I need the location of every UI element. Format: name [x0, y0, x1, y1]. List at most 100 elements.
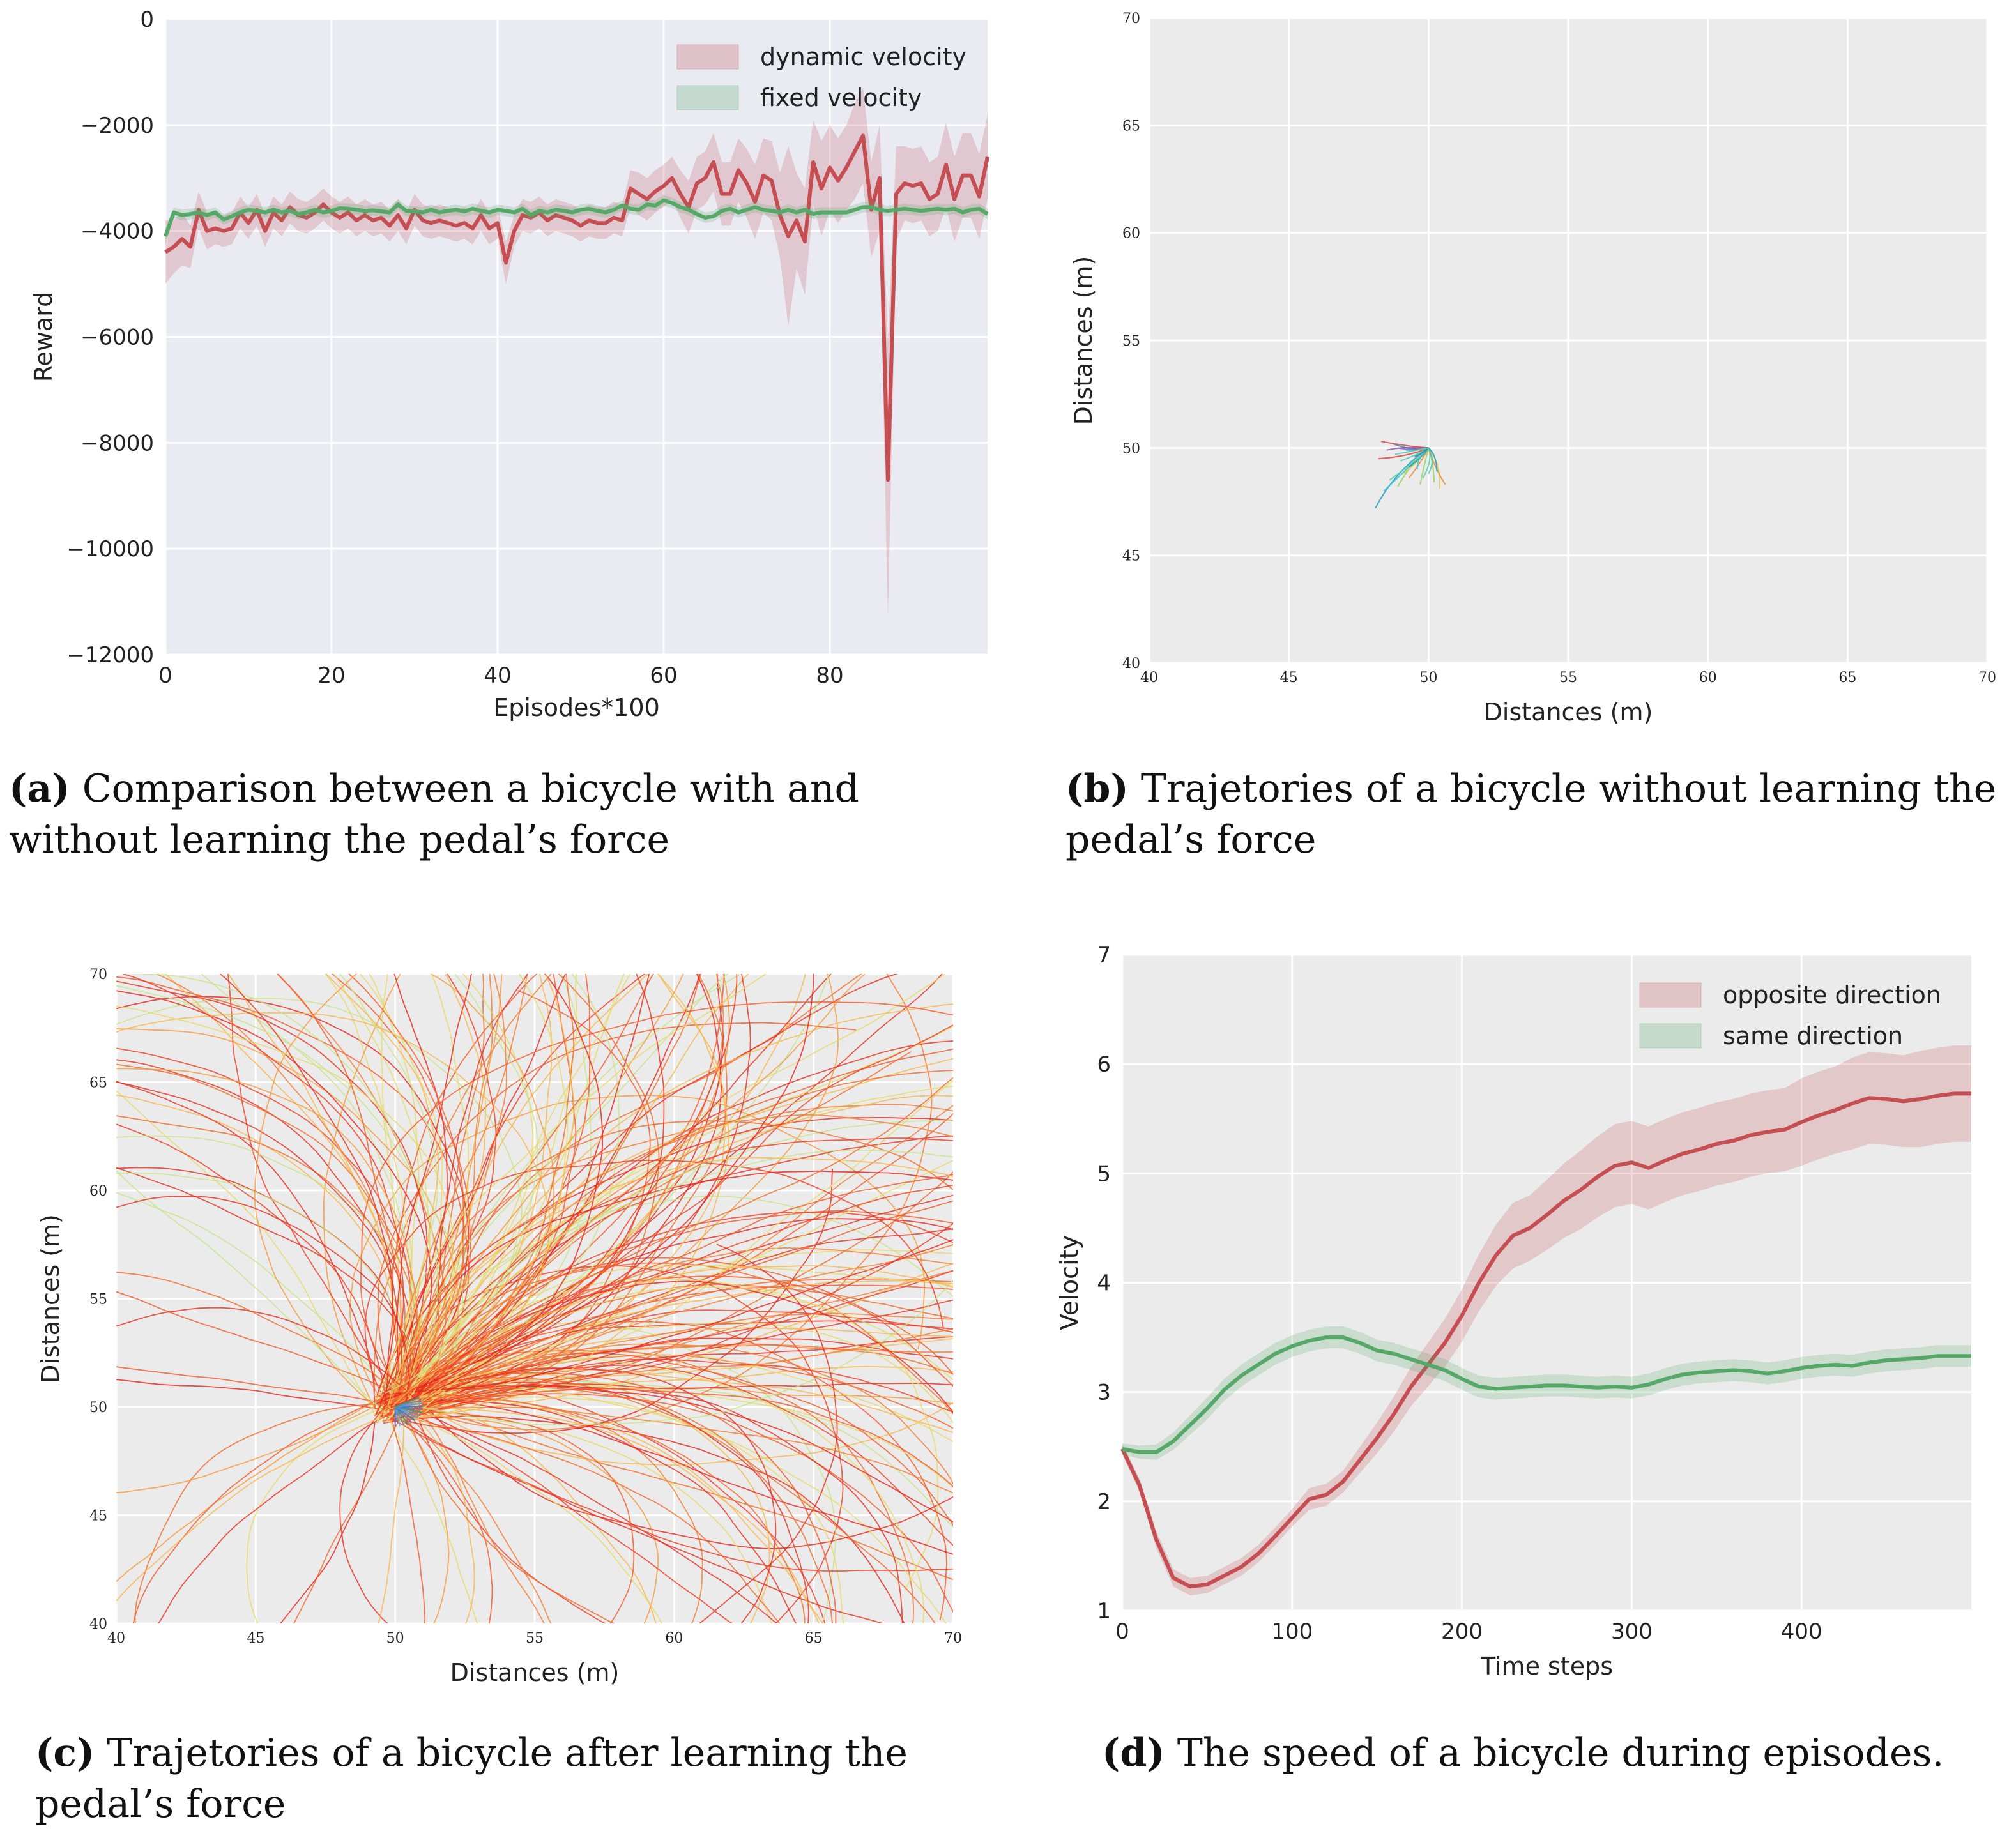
trajectory-line	[411, 1397, 606, 1623]
trajectory-line	[134, 1402, 396, 1623]
y-tick-label: 55	[1122, 333, 1140, 349]
trajectory-line	[401, 1400, 475, 1623]
x-tick-label: 45	[247, 1630, 264, 1646]
x-tick-label: 60	[650, 663, 677, 688]
x-tick-label: 400	[1781, 1619, 1822, 1645]
trajectory-line	[378, 1409, 406, 1623]
trajectory-line	[387, 1157, 953, 1408]
legend-swatch	[1639, 982, 1702, 1008]
trajectory-line	[385, 1400, 797, 1623]
trajectory-line	[390, 1184, 953, 1420]
trajectory-line	[389, 974, 655, 1409]
y-tick-label: −12000	[66, 642, 154, 668]
trajectory-line	[406, 1403, 953, 1581]
trajectory-line	[392, 1395, 552, 1623]
trajectory-line	[415, 974, 485, 1402]
trajectory-line	[381, 1309, 953, 1395]
y-axis-label: Distances (m)	[1069, 256, 1097, 425]
y-tick-label: 6	[1097, 1052, 1111, 1077]
trajectory-line	[397, 974, 866, 1408]
trajectory-line	[393, 974, 502, 1392]
trajectory-line	[406, 1367, 777, 1623]
trajectory-line	[116, 980, 428, 1404]
trajectory-line	[374, 974, 552, 1392]
x-axis-label: Episodes*100	[493, 694, 660, 722]
trajectory-line	[116, 1012, 551, 1414]
y-tick-label: 3	[1097, 1380, 1111, 1406]
y-tick-label: 70	[1122, 11, 1140, 27]
series-line-opposite-direction	[1120, 1091, 1971, 1589]
start-burst-line	[395, 1397, 420, 1408]
trajectory-line	[395, 1402, 778, 1623]
trajectory-line	[116, 1196, 410, 1412]
trajectory-line	[116, 1173, 415, 1409]
trajectory-line	[395, 1349, 914, 1623]
trajectory-line	[401, 1328, 953, 1403]
trajectory-line	[384, 1414, 953, 1572]
trajectory-line	[395, 974, 665, 1397]
trajectory-line	[276, 974, 402, 1417]
trajectory-line	[116, 1307, 415, 1399]
y-tick-label: 1	[1097, 1599, 1111, 1624]
trajectory-line	[411, 1212, 953, 1415]
trajectory-line	[360, 1001, 953, 1407]
trajectory-line	[408, 1394, 546, 1623]
x-tick-label: 0	[1115, 1619, 1129, 1645]
x-tick-label: 65	[805, 1630, 823, 1646]
legend-swatch	[1639, 1023, 1702, 1049]
trajectory-line	[116, 1291, 393, 1392]
trajectory-line	[414, 974, 701, 1412]
trajectory-line	[1428, 447, 1433, 475]
trajectory-line	[393, 1414, 659, 1623]
start-burst-line	[394, 1406, 401, 1427]
y-tick-label: 4	[1097, 1271, 1111, 1296]
trajectory-line	[383, 1284, 953, 1395]
trajectory-line	[279, 1422, 376, 1623]
series-line-fixed-velocity	[164, 198, 989, 237]
trajectory-line	[404, 1393, 953, 1613]
trajectory-line	[349, 1095, 926, 1393]
trajectory-line	[293, 1410, 405, 1623]
trajectory-line	[404, 1278, 953, 1422]
y-tick-label: 50	[89, 1400, 107, 1416]
trajectory-line	[408, 1150, 953, 1400]
caption-a-tag: (a)	[9, 766, 70, 811]
trajectory-line	[374, 1174, 953, 1417]
trajectory-line	[400, 1104, 953, 1423]
trajectory-line	[415, 1398, 953, 1555]
trajectory-line	[376, 1265, 953, 1424]
trajectory-line	[116, 998, 523, 1416]
x-tick-label: 20	[317, 663, 345, 688]
panel-a-reward-chart: 0 20 40 60 80 0 −2000 −4000 −6000 −8000 −10000 −120…	[29, 7, 989, 722]
trajectory-line	[116, 1068, 420, 1420]
trajectory-line	[409, 1279, 953, 1425]
caption-d-tag: (d)	[1102, 1731, 1165, 1775]
trajectory-line	[116, 1272, 408, 1402]
legend-label: dynamic velocity	[760, 43, 966, 71]
y-axis-label: Reward	[29, 292, 57, 383]
legend-label: opposite direction	[1723, 981, 1941, 1009]
trajectory-line	[399, 1070, 953, 1402]
trajectory-line	[325, 974, 413, 1405]
trajectory-line	[116, 1081, 399, 1411]
trajectory-line	[394, 974, 578, 1400]
panel-c-trajectories-after-learning: 40 45 50 55 60 65 70 40 45 50 55 60 65 70 Distances (m…	[36, 967, 962, 1687]
confidence-band-same-direction	[1122, 1326, 1971, 1460]
trajectory-line	[395, 974, 569, 1418]
caption-d: (d) The speed of a bicycle during episod…	[1102, 1728, 2009, 1779]
trajectory-line	[376, 1406, 953, 1494]
panel-b-trajectories-without-learning: 40 45 50 55 60 65 70 40 45 50 55 60 65 70 Distances (m…	[1069, 11, 1996, 726]
trajectory-line	[411, 1322, 953, 1424]
trajectory-line	[413, 1218, 953, 1394]
trajectory-line	[388, 1406, 663, 1623]
trajectory-line	[394, 1343, 953, 1485]
trajectory-line	[1428, 447, 1438, 472]
y-tick-label: 65	[89, 1075, 107, 1091]
trajectory-line	[395, 974, 738, 1403]
legend-swatch	[676, 44, 739, 70]
trajectory-line	[394, 1408, 820, 1623]
x-tick-label: 50	[1419, 670, 1437, 686]
trajectory-line	[164, 974, 400, 1424]
trajectory-line	[116, 1192, 398, 1402]
